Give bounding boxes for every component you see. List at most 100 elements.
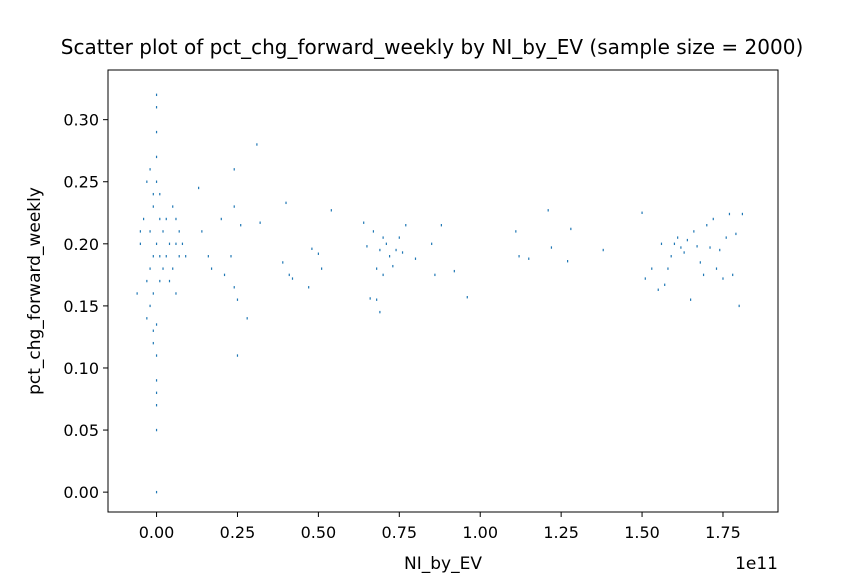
data-point: [379, 310, 381, 314]
data-point: [651, 267, 653, 270]
data-point: [706, 224, 708, 227]
data-point: [677, 236, 679, 239]
data-point: [385, 242, 387, 246]
data-point: [712, 217, 714, 221]
data-point: [136, 292, 138, 295]
data-point: [152, 192, 154, 196]
data-point: [686, 238, 688, 242]
data-point: [175, 242, 177, 246]
data-point: [155, 428, 158, 432]
data-point: [376, 298, 378, 301]
y-tick-label: 0.10: [63, 359, 99, 378]
data-point: [395, 248, 397, 252]
data-point: [256, 143, 258, 146]
x-tick-label: 1.00: [462, 523, 498, 542]
data-point: [152, 329, 154, 332]
data-point: [152, 341, 154, 345]
data-point: [155, 323, 158, 326]
data-point: [644, 277, 646, 280]
y-tick-label: 0.15: [63, 297, 99, 316]
y-tick-label: 0.05: [63, 421, 99, 440]
data-point: [330, 209, 332, 212]
data-point: [372, 230, 375, 233]
data-point: [550, 246, 553, 249]
data-point: [288, 273, 290, 277]
data-point: [155, 180, 158, 183]
x-tick-label: 0.50: [301, 523, 337, 542]
data-point: [735, 232, 737, 236]
data-point: [162, 267, 164, 270]
data-point: [660, 242, 663, 246]
y-axis-label: pct_chg_forward_weekly: [25, 187, 45, 395]
data-point: [431, 242, 433, 246]
data-point: [715, 267, 718, 270]
data-point: [673, 242, 676, 246]
y-tick-label: 0.30: [63, 111, 99, 130]
data-point: [201, 230, 203, 233]
data-point: [149, 168, 151, 171]
data-point: [178, 230, 180, 233]
data-point: [683, 251, 685, 254]
y-tick-label: 0.20: [63, 235, 99, 254]
data-point: [728, 212, 731, 216]
data-point: [152, 205, 154, 208]
data-point: [155, 242, 158, 246]
data-point: [159, 255, 161, 258]
data-point: [165, 217, 167, 221]
data-point: [175, 217, 177, 221]
data-point: [146, 279, 148, 283]
data-point: [657, 288, 659, 291]
data-point: [223, 273, 226, 277]
data-point: [321, 267, 323, 270]
data-point: [159, 217, 161, 221]
data-point: [236, 354, 239, 357]
data-point: [414, 257, 417, 260]
data-point: [172, 205, 174, 208]
chart-title: Scatter plot of pct_chg_forward_weekly b…: [61, 35, 804, 59]
data-point: [155, 106, 158, 109]
data-point: [155, 379, 158, 382]
y-tick-label: 0.25: [63, 173, 99, 192]
data-point: [567, 260, 569, 263]
data-point: [139, 230, 141, 233]
x-axis-label: NI_by_EV: [404, 554, 482, 574]
data-point: [155, 404, 158, 407]
data-point: [159, 192, 161, 196]
data-point: [696, 245, 698, 248]
data-point: [198, 186, 200, 190]
data-point: [259, 221, 261, 224]
data-point: [719, 248, 721, 252]
data-point: [155, 391, 158, 395]
data-point: [376, 267, 378, 270]
data-point: [382, 236, 384, 239]
data-point: [282, 261, 284, 264]
data-point: [664, 283, 666, 286]
data-point: [143, 217, 145, 221]
data-point: [285, 201, 287, 205]
data-point: [602, 248, 604, 252]
data-point: [246, 317, 248, 320]
plot-area: [107, 69, 779, 513]
data-point: [363, 221, 365, 224]
data-point: [233, 168, 235, 171]
data-point: [401, 251, 404, 254]
data-point: [741, 212, 743, 216]
data-point: [155, 490, 158, 494]
data-point: [732, 273, 734, 277]
data-point: [722, 277, 724, 280]
data-point: [155, 354, 158, 357]
data-point: [233, 286, 235, 289]
data-point: [149, 267, 151, 270]
data-point: [149, 304, 151, 308]
data-point: [152, 255, 154, 258]
data-point: [168, 279, 171, 283]
data-point: [146, 180, 148, 183]
data-point: [379, 248, 381, 252]
data-point: [388, 255, 391, 258]
data-point: [366, 245, 368, 248]
data-point: [159, 279, 161, 283]
data-point: [693, 230, 695, 233]
x-tick-label: 0.00: [139, 523, 175, 542]
data-point: [165, 255, 167, 258]
x-tick-label: 1.75: [705, 523, 741, 542]
